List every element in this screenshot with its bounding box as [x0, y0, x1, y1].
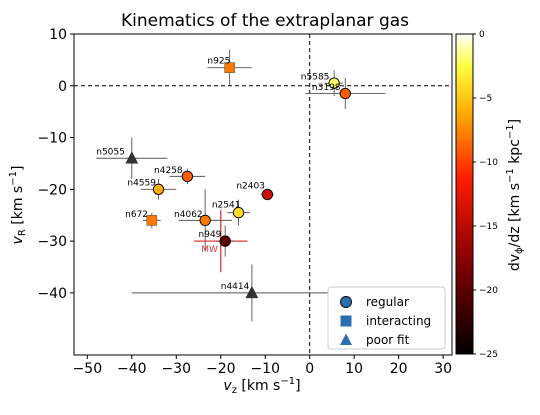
y-tick-label: −40: [37, 286, 67, 302]
data-point-n4258: n4258: [154, 166, 206, 185]
point-label: n2403: [236, 181, 265, 191]
circle-marker: [219, 235, 231, 247]
triangle-marker: [245, 285, 259, 299]
y-tick-label: 0: [58, 79, 67, 95]
circle-marker: [232, 206, 245, 219]
x-tick-label: 10: [345, 361, 363, 377]
data-point-n925: n925: [207, 49, 252, 86]
colorbar-tick-label: −5: [479, 94, 492, 104]
data-point-n949: n949: [199, 225, 235, 257]
data-point-n672: n672: [125, 210, 161, 229]
legend-label: poor fit: [366, 333, 410, 347]
y-tick-label: −20: [37, 182, 67, 198]
circle-marker: [181, 170, 194, 183]
chart-title: Kinematics of the extraplanar gas: [121, 11, 409, 31]
legend-item-triangle: poor fit: [340, 333, 410, 347]
point-label: n949: [199, 230, 222, 240]
plot-area: −50 −40 −30 −20 −10 0 10 20 30 10 0 −10 −20 −30 −40 MW n…: [37, 27, 453, 377]
colorbar-tick-label: −25: [479, 350, 498, 360]
colorbar-tick-label: −15: [479, 222, 498, 232]
circle-marker: [261, 188, 274, 201]
point-label: n4559: [127, 179, 156, 189]
legend-label: regular: [366, 295, 409, 309]
colorbar-label: dvϕ/dz [km s−1 kpc−1]: [505, 119, 525, 271]
circle-marker: [199, 214, 211, 227]
triangle-marker: [125, 151, 139, 164]
point-label: n925: [207, 57, 230, 67]
legend: regular interacting poor fit: [327, 286, 446, 350]
square-marker: [224, 62, 235, 73]
x-axis-label: vz [km s−1]: [223, 376, 300, 396]
point-label: n5055: [96, 148, 125, 158]
legend-label: interacting: [366, 314, 431, 328]
y-tick-label: −30: [37, 234, 67, 250]
x-tick-label: −10: [250, 361, 280, 377]
square-marker: [146, 215, 158, 226]
x-tick-label: 30: [434, 361, 452, 377]
legend-triangle-marker: [340, 333, 352, 345]
circle-marker: [328, 77, 340, 89]
data-point-n5055: n5055: [96, 137, 168, 179]
circle-marker: [152, 183, 165, 195]
x-tick-label: −30: [162, 361, 192, 377]
point-label: n3198: [312, 83, 341, 93]
data-point-n2403: n2403: [236, 181, 275, 201]
colorbar: 0 −5 −10 −15 −20 −25: [455, 30, 498, 360]
x-tick-label: −50: [73, 361, 103, 377]
x-tick-label: 20: [390, 361, 408, 377]
colorbar-gradient: [455, 33, 474, 355]
colorbar-tick-label: 0: [479, 30, 485, 40]
point-label: n672: [125, 210, 148, 220]
colorbar-tick-label: −20: [479, 286, 498, 296]
y-axis-label: vR [km s−1]: [8, 166, 28, 245]
point-label: n4062: [174, 210, 203, 220]
data-point-n5585: n5585: [301, 70, 344, 97]
mw-label: MW: [201, 245, 218, 255]
data-point-n2541: n2541: [212, 199, 250, 226]
y-tick-label: 10: [49, 27, 67, 43]
x-tick-label: −20: [206, 361, 236, 377]
circle-marker: [339, 87, 351, 100]
colorbar-tick-label: −10: [479, 158, 498, 168]
data-point-n4559: n4559: [127, 179, 177, 200]
axes-frame: [73, 33, 453, 356]
legend-item-square: interacting: [340, 314, 431, 328]
data-point-n3198: n3198: [305, 78, 386, 110]
data-point-n4062: n4062: [174, 189, 232, 252]
legend-box: [327, 286, 446, 350]
legend-circle-marker: [340, 296, 352, 308]
point-label: n4258: [154, 166, 183, 176]
x-tick-label: 0: [305, 361, 314, 377]
x-tick-label: −40: [117, 361, 147, 377]
legend-item-circle: regular: [340, 295, 409, 309]
point-label: n2541: [212, 200, 241, 210]
point-label: n5585: [301, 73, 330, 83]
y-tick-label: −10: [37, 131, 67, 147]
legend-square-marker: [340, 315, 352, 327]
point-label: n4414: [221, 282, 250, 292]
